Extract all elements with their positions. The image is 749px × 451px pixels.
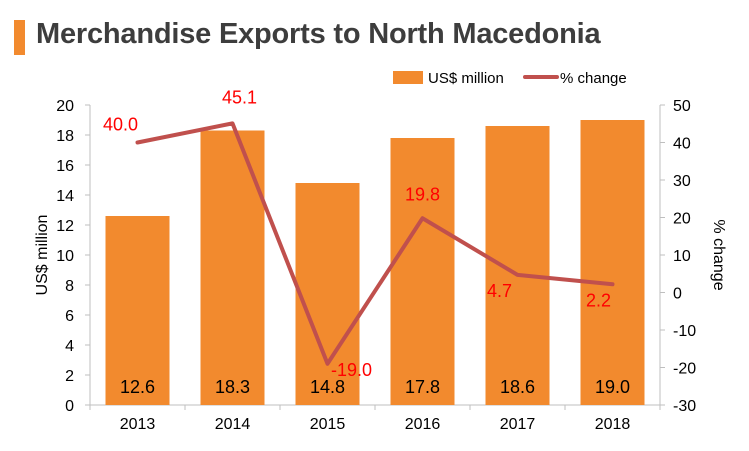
- bar: [485, 126, 550, 405]
- left-tick-label: 16: [56, 158, 74, 175]
- line-point: [136, 141, 139, 144]
- x-tick-label: 2018: [595, 416, 631, 433]
- chart-title: Merchandise Exports to North Macedonia: [36, 18, 601, 50]
- y-axis-title: US$ million: [34, 215, 51, 296]
- left-tick-label: 6: [65, 308, 74, 325]
- line-value-label: 40.0: [103, 115, 138, 135]
- bar: [390, 138, 455, 405]
- right-tick-label: 20: [673, 211, 691, 228]
- left-tick-label: 2: [65, 368, 74, 385]
- line-point: [516, 273, 519, 277]
- right-tick-label: 10: [673, 248, 691, 265]
- title-accent-bar: [14, 20, 25, 55]
- legend-swatch-bar: [393, 71, 423, 84]
- bar-value-label: 18.3: [215, 377, 250, 397]
- line-value-label: -19.0: [331, 360, 372, 380]
- right-tick-label: 50: [673, 98, 691, 115]
- line-point: [421, 216, 424, 220]
- x-tick-label: 2016: [405, 416, 441, 433]
- right-tick-label: -30: [673, 398, 696, 415]
- left-tick-label: 0: [65, 398, 74, 415]
- right-tick-label: 0: [673, 286, 682, 303]
- left-tick-label: 20: [56, 98, 74, 115]
- line-point: [231, 121, 234, 125]
- line-value-label: 2.2: [586, 290, 611, 310]
- left-tick-label: 10: [56, 248, 74, 265]
- y2-axis-title: % change: [710, 219, 727, 290]
- bar-value-label: 14.8: [310, 377, 345, 397]
- x-tick-label: 2014: [215, 416, 251, 433]
- right-tick-label: 30: [673, 173, 691, 190]
- left-tick-label: 8: [65, 278, 74, 295]
- left-tick-label: 14: [56, 188, 74, 205]
- bar: [200, 130, 265, 405]
- bar: [295, 183, 360, 405]
- x-tick-label: 2013: [120, 416, 156, 433]
- pct-change-line: [135, 121, 615, 366]
- line-value-label: 19.8: [405, 184, 440, 204]
- legend-label-line: % change: [560, 70, 627, 87]
- line-value-label: 4.7: [487, 281, 512, 301]
- left-tick-label: 18: [56, 128, 74, 145]
- right-tick-label: 40: [673, 136, 691, 153]
- x-tick-label: 2017: [500, 416, 536, 433]
- bar: [580, 120, 645, 405]
- bar-value-label: 18.6: [500, 377, 535, 397]
- line-point: [611, 282, 614, 286]
- bar-value-label: 17.8: [405, 377, 440, 397]
- line-point: [326, 362, 329, 366]
- bar-value-label: 19.0: [595, 377, 630, 397]
- left-tick-label: 4: [65, 338, 74, 355]
- legend-label-bar: US$ million: [428, 70, 504, 87]
- bar: [105, 216, 170, 405]
- x-tick-label: 2015: [310, 416, 346, 433]
- right-tick-label: -20: [673, 361, 696, 378]
- left-tick-label: 12: [56, 218, 74, 235]
- right-tick-label: -10: [673, 323, 696, 340]
- bar-value-label: 12.6: [120, 377, 155, 397]
- line-value-label: 45.1: [222, 87, 257, 107]
